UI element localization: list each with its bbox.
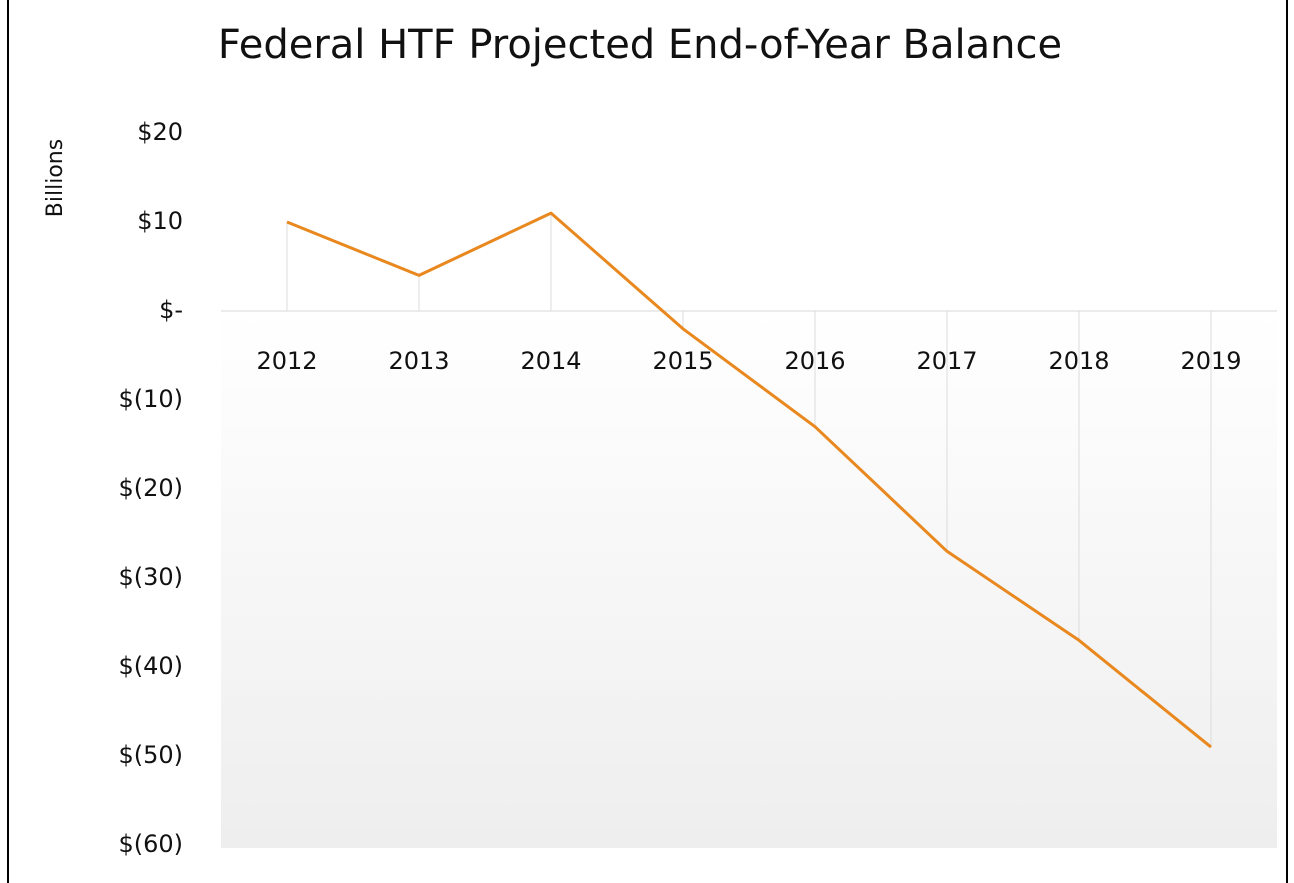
y-axis-label: Billions	[43, 139, 68, 217]
x-tick-label: 2013	[388, 347, 449, 375]
x-tick-label: 2012	[256, 347, 317, 375]
x-tick-label: 2017	[916, 347, 977, 375]
y-tick-label: $(40)	[118, 652, 183, 680]
y-tick-label: $(10)	[118, 385, 183, 413]
x-tick-label: 2018	[1048, 347, 1109, 375]
x-tick-label: 2016	[784, 347, 845, 375]
data-line	[286, 211, 1212, 749]
y-tick-label: $(30)	[118, 563, 183, 591]
x-tick-label: 2015	[652, 347, 713, 375]
y-tick-label: $20	[137, 118, 183, 146]
x-tick-label: 2019	[1180, 347, 1241, 375]
y-tick-label: $(50)	[118, 741, 183, 769]
y-tick-label: $-	[159, 296, 183, 324]
chart-title: Federal HTF Projected End-of-Year Balanc…	[218, 22, 1062, 68]
x-tick-label: 2014	[520, 347, 581, 375]
plot-background	[221, 311, 1277, 848]
y-tick-label: $(60)	[118, 830, 183, 858]
frame	[7, 0, 1288, 883]
y-tick-label: $(20)	[118, 474, 183, 502]
y-tick-label: $10	[137, 207, 183, 235]
